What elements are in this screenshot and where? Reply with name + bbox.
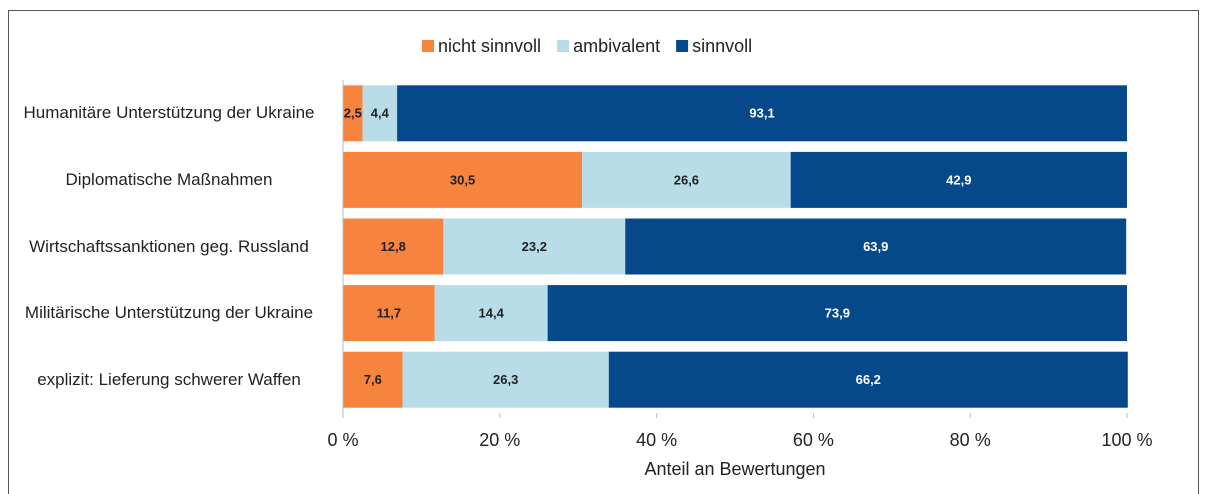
- bar-segment: [343, 218, 444, 275]
- legend-label: nicht sinnvoll: [438, 36, 541, 56]
- category-label: Diplomatische Maßnahmen: [65, 169, 273, 189]
- x-tick-label: 0 %: [327, 430, 358, 450]
- legend-swatch: [422, 40, 434, 52]
- bar-segment: [443, 218, 626, 275]
- data-label: 11,7: [377, 306, 402, 321]
- frame: [8, 10, 1199, 494]
- data-label: 4,4: [371, 106, 390, 121]
- bar-segment: [547, 285, 1127, 342]
- data-label: 93,1: [749, 106, 774, 121]
- category-label: Militärische Unterstützung der Ukraine: [24, 303, 314, 323]
- bar-segment: [397, 85, 1127, 142]
- data-label: 23,2: [522, 239, 547, 254]
- category-label: explizit: Lieferung schwerer Waffen: [37, 369, 301, 389]
- x-axis-title: Anteil an Bewertungen: [644, 459, 825, 479]
- x-tick-label: 60 %: [793, 430, 834, 450]
- bar-segment: [402, 351, 609, 408]
- bar-segment: [343, 351, 403, 408]
- category-label: Humanitäre Unterstützung der Ukraine: [23, 103, 315, 123]
- category-label: Wirtschaftssanktionen geg. Russland: [29, 236, 309, 256]
- data-label: 30,5: [450, 172, 475, 187]
- data-label: 7,6: [364, 372, 382, 387]
- legend-swatch: [557, 40, 570, 52]
- legend-swatch: [676, 40, 689, 52]
- data-label: 26,6: [674, 172, 699, 187]
- data-label: 12,8: [381, 239, 406, 254]
- data-label: 66,2: [856, 372, 881, 387]
- x-tick-label: 80 %: [950, 430, 991, 450]
- x-tick-label: 100 %: [1101, 430, 1152, 450]
- bar-segment: [608, 351, 1128, 408]
- bar-segment: [343, 151, 583, 208]
- legend-label: ambivalent: [573, 36, 660, 56]
- data-label: 2,5: [344, 106, 362, 121]
- data-label: 42,9: [946, 172, 971, 187]
- bar-segment: [434, 285, 548, 342]
- bar-segment: [343, 285, 435, 342]
- x-tick-label: 20 %: [479, 430, 520, 450]
- bar-segment: [790, 151, 1127, 208]
- bar-segment: [362, 85, 398, 142]
- bar-segment: [625, 218, 1127, 275]
- x-tick-label: 40 %: [636, 430, 677, 450]
- data-label: 26,3: [493, 372, 518, 387]
- bar-segment: [343, 85, 363, 142]
- legend-label: sinnvoll: [692, 36, 752, 56]
- data-label: 73,9: [825, 306, 850, 321]
- bar-segment: [582, 151, 791, 208]
- data-label: 63,9: [863, 239, 888, 254]
- data-label: 14,4: [479, 306, 505, 321]
